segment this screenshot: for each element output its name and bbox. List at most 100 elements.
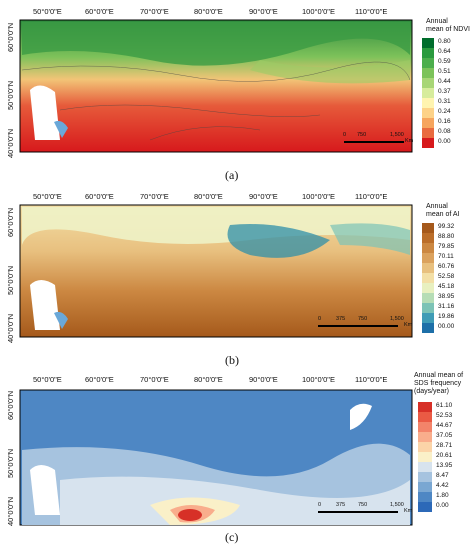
legend-value: 8.47 [436, 472, 449, 479]
ndvi-map [19, 19, 413, 153]
panel-ndvi: (a) [0, 0, 470, 185]
legend-title-line: mean of AI [426, 211, 460, 218]
sds-map [19, 389, 413, 526]
legend-value: 99.32 [438, 223, 455, 230]
lon-label: 50°0'0"E [33, 375, 62, 384]
lon-label: 80°0'0"E [194, 375, 223, 384]
legend-swatch [422, 138, 434, 148]
legend-swatch [418, 492, 432, 502]
legend-swatch [422, 293, 434, 303]
lon-label: 80°0'0"E [194, 192, 223, 201]
legend-value: 0.00 [436, 502, 449, 509]
lat-label: 60°0'0"N [6, 390, 15, 420]
legend-value: 0.59 [438, 58, 451, 65]
legend-swatch [422, 283, 434, 293]
legend-value: 79.85 [438, 243, 455, 250]
lon-label: 60°0'0"E [85, 375, 114, 384]
lat-label: 50°0'0"N [6, 448, 15, 478]
lon-label: 110°0'0"E [355, 192, 388, 201]
scale-tick: 0 [318, 502, 322, 508]
legend-value: 00.00 [438, 323, 455, 330]
legend-swatch [422, 323, 434, 333]
legend-value: 0.64 [438, 48, 451, 55]
lat-label: 40°0'0"N [6, 313, 15, 343]
legend-value: 4.42 [436, 482, 449, 489]
scale-tick: 0 [318, 316, 322, 322]
legend-swatches [422, 223, 434, 333]
legend-swatch [422, 273, 434, 283]
lon-label: 50°0'0"E [33, 192, 62, 201]
panel-label: (b) [225, 353, 239, 367]
legend-value: 52.53 [436, 412, 453, 419]
legend-swatch [422, 233, 434, 243]
legend-title-line: mean of NDVI [426, 26, 470, 33]
legend-swatch [418, 462, 432, 472]
legend-swatch [422, 98, 434, 108]
lat-label: 60°0'0"N [6, 22, 15, 52]
lon-label: 50°0'0"E [33, 7, 62, 16]
legend-value: 31.16 [438, 303, 455, 310]
legend-swatch [422, 48, 434, 58]
legend-swatch [418, 402, 432, 412]
legend-value: 38.95 [438, 293, 455, 300]
panel-sds: (c) [0, 370, 470, 550]
lon-label: 100°0'0"E [302, 375, 335, 384]
legend-swatch [418, 432, 432, 442]
lon-label: 110°0'0"E [355, 7, 388, 16]
legend-swatches [422, 38, 434, 148]
scale-tick: 750 [358, 316, 368, 322]
legend-swatch [422, 38, 434, 48]
legend-title-line: Annual mean of [414, 372, 464, 379]
legend-swatch [418, 442, 432, 452]
lat-label: 40°0'0"N [6, 128, 15, 158]
legend-value: 0.80 [438, 38, 451, 45]
legend-value: 0.16 [438, 118, 451, 125]
legend-swatch [422, 118, 434, 128]
lon-label: 90°0'0"E [249, 7, 278, 16]
legend-swatch [422, 58, 434, 68]
legend-value: 0.51 [438, 68, 451, 75]
panel-ai: (b) [0, 185, 470, 370]
legend-value: 0.44 [438, 78, 451, 85]
lon-label: 60°0'0"E [85, 192, 114, 201]
ai-map [19, 204, 413, 338]
panel-label: (a) [225, 168, 239, 182]
legend-title-line: Annual [426, 203, 448, 210]
legend-swatch [422, 68, 434, 78]
scale-tick: 1,500 [390, 132, 404, 138]
scale-tick: 0 [343, 132, 347, 138]
lon-label: 90°0'0"E [249, 375, 278, 384]
scale-unit: Km [405, 138, 414, 144]
lat-label: 60°0'0"N [6, 207, 15, 237]
lon-label: 60°0'0"E [85, 7, 114, 16]
legend-value: 70.11 [438, 253, 454, 260]
legend-value: 0.00 [438, 138, 451, 145]
scale-tick: 750 [357, 132, 367, 138]
legend-swatch [418, 412, 432, 422]
legend-swatch [422, 128, 434, 138]
lat-label: 40°0'0"N [6, 496, 15, 526]
legend-swatch [422, 253, 434, 263]
legend-value: 19.86 [438, 313, 455, 320]
legend-title-line: SDS frequency [414, 380, 462, 387]
legend-value: 37.05 [436, 432, 453, 439]
legend-value: 20.61 [436, 452, 453, 459]
lon-label: 110°0'0"E [355, 375, 388, 384]
legend-swatch [418, 502, 432, 512]
legend-swatch [418, 452, 432, 462]
legend-value: 45.18 [438, 283, 455, 290]
lon-label: 80°0'0"E [194, 7, 223, 16]
lon-label: 70°0'0"E [140, 375, 169, 384]
legend-swatch [422, 223, 434, 233]
legend-value: 0.31 [438, 98, 451, 105]
scale-unit: Km [404, 508, 413, 514]
legend-swatch [422, 263, 434, 273]
legend-swatch [422, 108, 434, 118]
scale-unit: Km [404, 322, 413, 328]
legend-title-line: Annual [426, 18, 448, 25]
legend-value: 0.24 [438, 108, 451, 115]
lat-label: 50°0'0"N [6, 265, 15, 295]
lon-label: 70°0'0"E [140, 192, 169, 201]
legend-swatch [418, 482, 432, 492]
lon-label: 100°0'0"E [302, 7, 335, 16]
